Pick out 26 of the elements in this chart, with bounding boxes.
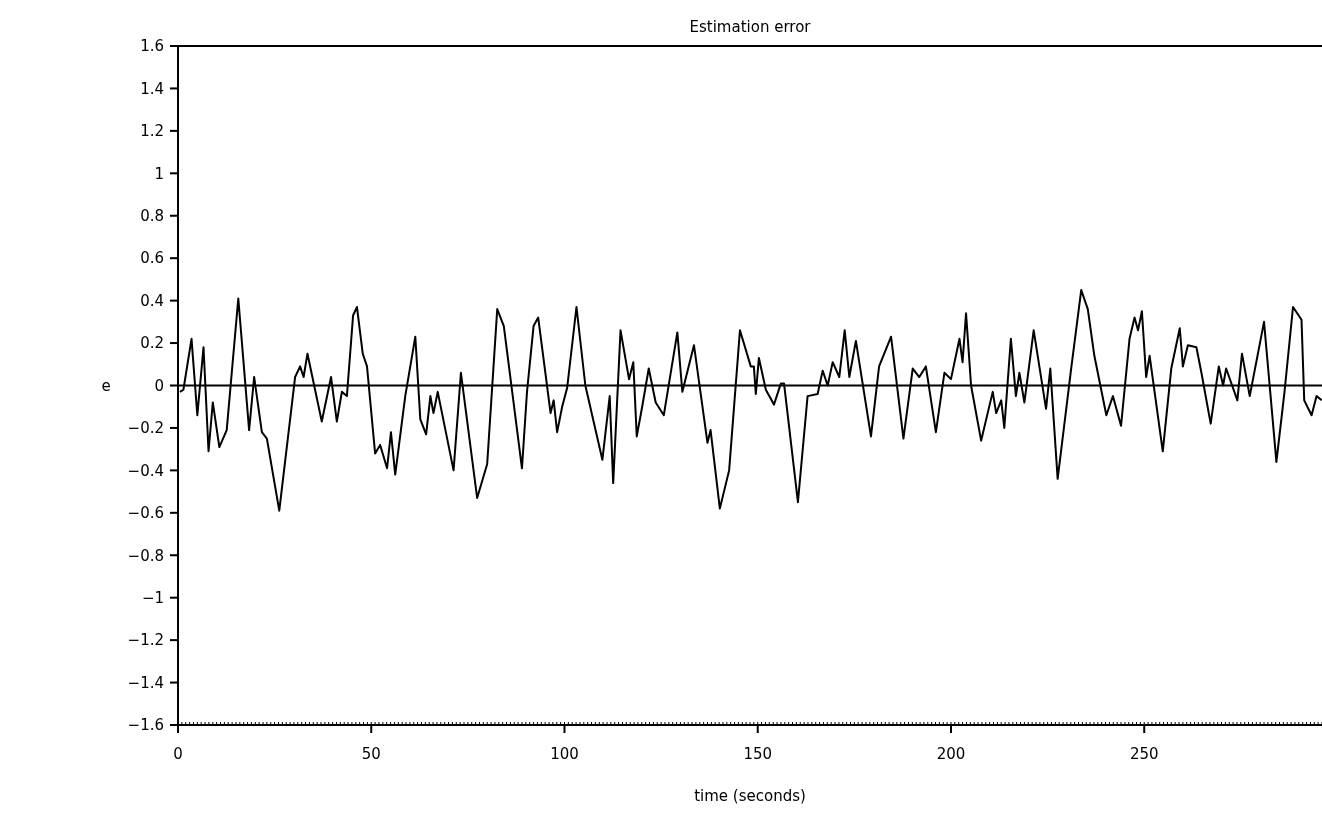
y-tick-label: 0.8 — [140, 207, 164, 225]
y-tick-label: 0.2 — [140, 334, 164, 353]
y-tick-label: 0.4 — [140, 291, 164, 310]
y-tick-label: 0 — [154, 376, 164, 395]
y-tick-label: −0.6 — [127, 504, 164, 523]
x-tick-label: 250 — [1129, 745, 1159, 763]
chart-title: Estimation error — [689, 18, 812, 36]
y-tick-label: 1.6 — [140, 37, 164, 56]
x-tick-label: 200 — [936, 745, 966, 763]
x-axis-title: time (seconds) — [694, 787, 806, 805]
y-axis-title: e — [101, 376, 111, 395]
y-tick-label: −1.6 — [127, 716, 164, 735]
y-tick-label: −0.8 — [127, 546, 164, 565]
y-tick-label: −1.4 — [127, 673, 164, 692]
y-tick-label: 1.4 — [140, 79, 164, 98]
y-tick-label: −0.4 — [127, 461, 164, 480]
x-tick-label: 100 — [550, 745, 579, 763]
y-tick-label: −1 — [141, 588, 164, 607]
x-tick-label: 0 — [173, 745, 183, 763]
y-tick-label: −0.2 — [127, 419, 164, 438]
y-tick-label: 0.6 — [140, 249, 164, 268]
y-tick-label: −1.2 — [127, 631, 164, 650]
x-tick-label: 50 — [361, 745, 381, 763]
y-tick-label: 1 — [154, 164, 164, 183]
x-tick-label: 150 — [743, 745, 773, 763]
y-tick-label: 1.2 — [140, 122, 164, 141]
